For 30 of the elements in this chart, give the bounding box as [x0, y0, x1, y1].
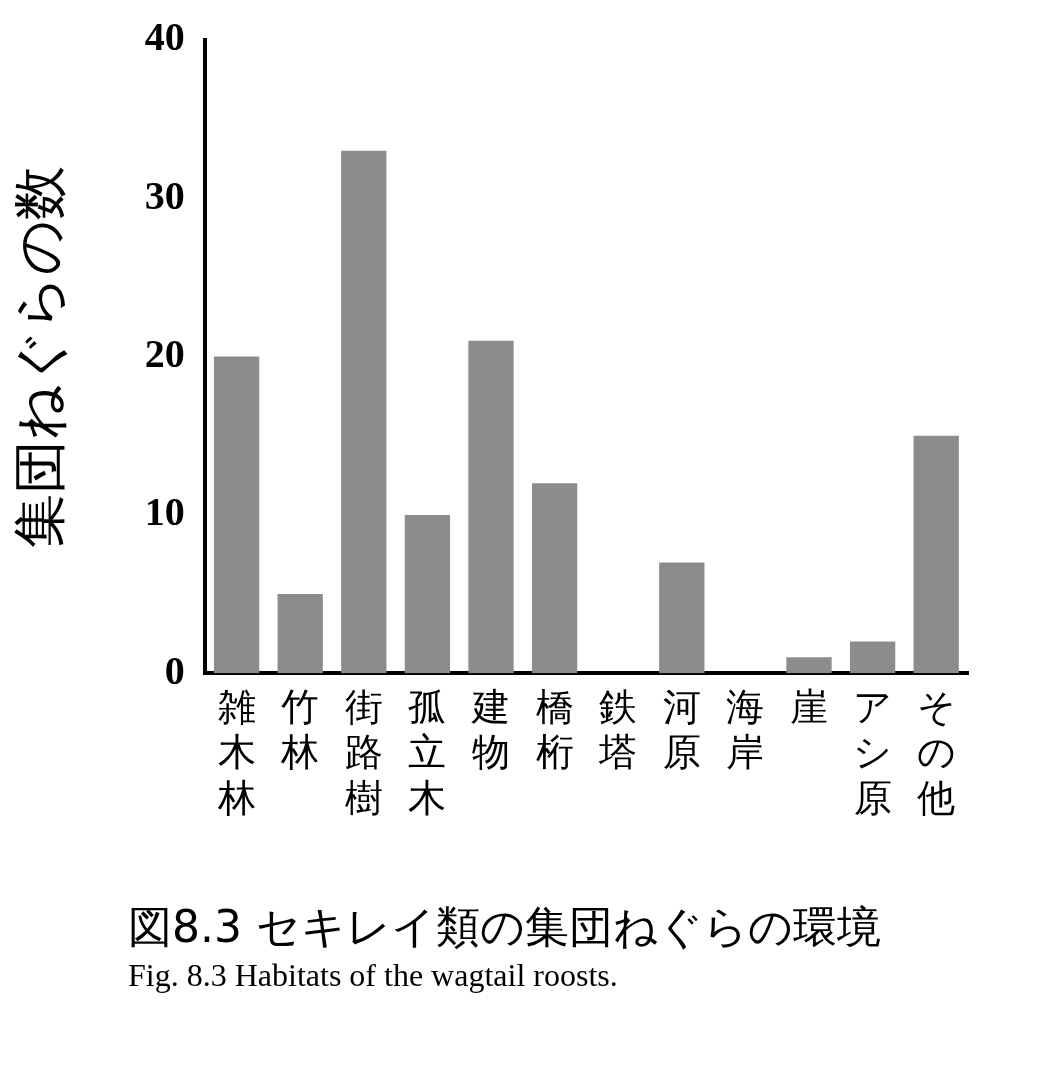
x-tick-label: 竹林 — [280, 684, 320, 775]
y-axis-title: 集団ねぐらの数 — [8, 165, 72, 548]
x-tick-label: 河原 — [662, 684, 701, 775]
y-tick-label: 40 — [144, 14, 185, 60]
x-tick-label: その他 — [916, 684, 956, 821]
y-tick-label: 10 — [144, 489, 185, 535]
x-tick-label: 橋桁 — [535, 684, 574, 775]
bar — [849, 641, 896, 674]
text: Fig. 8.3 Habitats of the wagtail roosts. — [128, 957, 619, 994]
bar — [786, 657, 832, 674]
text: 図8.3 セキレイ類の集団ねぐらの環境 — [128, 900, 882, 954]
bar — [213, 356, 260, 674]
x-tick-label: 建物 — [471, 684, 510, 775]
bar — [404, 514, 451, 674]
x-tick-label: 雑木林 — [216, 684, 256, 821]
bar — [341, 150, 387, 674]
x-tick-label: 鉄塔 — [598, 684, 638, 775]
x-tick-label: 崖 — [790, 684, 828, 729]
y-tick-label: 20 — [144, 330, 185, 376]
x-tick-label: 街路樹 — [344, 684, 383, 821]
x-tick-label: 海岸 — [726, 684, 765, 775]
bar — [277, 594, 323, 674]
x-tick-label: アシ原 — [853, 684, 893, 821]
bar — [468, 340, 514, 674]
y-tick-label: 0 — [164, 647, 185, 693]
bar — [531, 483, 578, 674]
bar — [913, 435, 959, 674]
x-tick-label: 孤立木 — [408, 684, 447, 821]
bar — [659, 562, 705, 674]
y-tick-label: 30 — [144, 172, 185, 218]
